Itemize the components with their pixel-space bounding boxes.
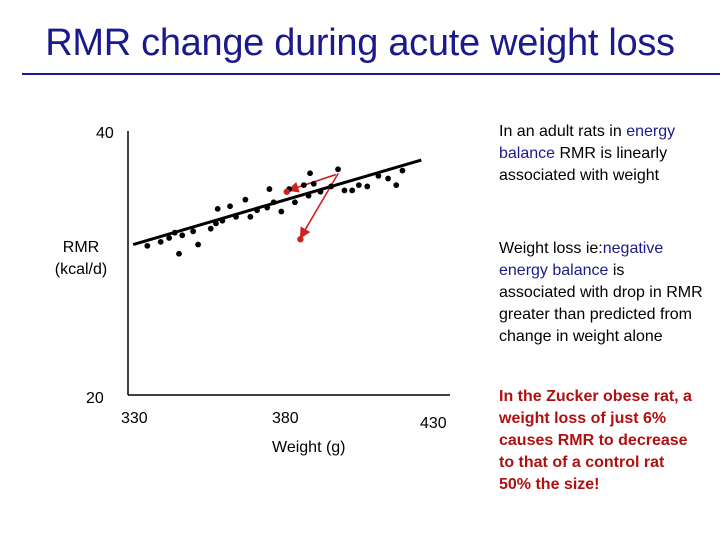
data-point — [399, 167, 406, 174]
weight-loss-arrow — [299, 172, 339, 239]
y-tick-label: 40 — [96, 125, 114, 142]
data-point — [176, 250, 182, 257]
data-point — [266, 186, 273, 192]
data-point — [307, 170, 313, 177]
data-point — [355, 182, 362, 189]
weight-loss-note: Weight loss ie:negative energy balance i… — [499, 238, 704, 348]
y-tick-label: 20 — [86, 390, 104, 407]
x-tick-label: 380 — [272, 410, 299, 427]
data-point — [335, 166, 341, 173]
data-point — [179, 232, 186, 239]
regression-line — [132, 158, 422, 246]
data-point — [166, 235, 173, 241]
data-point — [328, 183, 335, 190]
data-point — [171, 229, 178, 236]
weight-loss-point — [297, 236, 304, 243]
data-point — [300, 182, 307, 189]
data-point — [207, 225, 214, 232]
energy-balance-highlight: energy balance — [499, 123, 676, 162]
data-point — [305, 192, 312, 199]
data-point — [341, 187, 348, 194]
x-tick-label: 330 — [121, 410, 148, 427]
x-axis-label: Weight (g) — [272, 439, 346, 456]
energy-balance-note: In an adult rats in energy balance RMR i… — [499, 121, 704, 187]
data-point — [278, 208, 285, 215]
data-point — [233, 213, 239, 220]
title-underline — [22, 73, 720, 75]
data-point — [213, 220, 219, 227]
weight-loss-note-text: Weight loss ie: — [499, 240, 603, 257]
data-point — [219, 217, 226, 224]
data-point — [270, 199, 277, 206]
energy-balance-note-text: RMR is linearly associated with weight — [499, 145, 668, 184]
data-point — [195, 241, 201, 248]
negative-energy-balance-highlight: negative energy balance — [499, 240, 664, 279]
data-point — [385, 175, 391, 182]
data-point — [247, 213, 254, 220]
data-point — [310, 180, 317, 187]
slide-title: RMR change during acute weight loss — [45, 22, 675, 64]
data-point — [393, 182, 400, 189]
energy-balance-note-text: In an adult rats in — [499, 123, 622, 140]
data-point — [292, 199, 298, 206]
y-axis-label: RMR (kcal/d) — [54, 239, 108, 278]
weight-loss-note-text: is associated with drop in RMR greater t… — [499, 262, 703, 345]
data-point — [349, 187, 356, 194]
data-point — [254, 207, 260, 214]
data-point — [364, 183, 371, 190]
data-point — [157, 238, 164, 245]
weight-loss-point — [283, 188, 290, 195]
data-point — [317, 188, 324, 195]
data-point — [264, 204, 271, 211]
x-tick-label: 430 — [420, 415, 447, 432]
zucker-rat-note: In the Zucker obese rat, a weight loss o… — [499, 388, 692, 493]
data-point — [227, 203, 233, 210]
data-point — [214, 205, 221, 212]
data-point — [375, 172, 382, 179]
data-point — [190, 228, 197, 235]
data-point — [144, 242, 151, 249]
data-point — [242, 196, 249, 203]
